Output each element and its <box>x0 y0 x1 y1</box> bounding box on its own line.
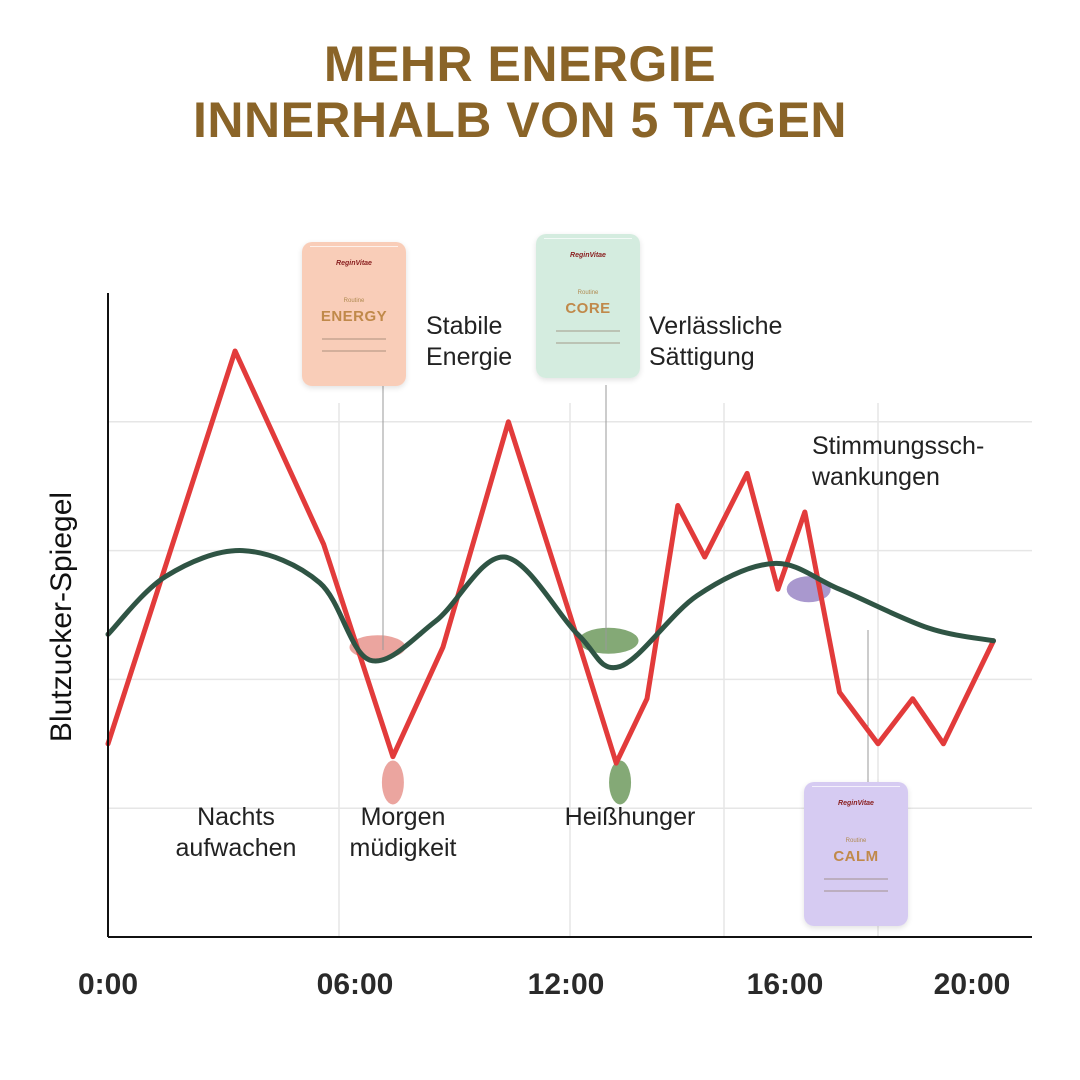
x-tick-label: 20:00 <box>933 968 1011 1001</box>
pouch-fine-print <box>824 878 888 892</box>
pouch-seal <box>310 246 398 253</box>
x-tick-label: 12:00 <box>527 968 605 1001</box>
product-pouch-energy: ReginVitae Routine ENERGY <box>302 242 406 386</box>
annotation-line: Stimmungssch- <box>812 432 985 460</box>
annotation-stabile-energie: Stabile Energie <box>426 311 512 373</box>
annotation-line: Sättigung <box>649 343 755 371</box>
dip-marker-blob <box>609 760 632 805</box>
annotation-heisshunger: Heißhunger <box>565 802 696 833</box>
pouch-brand-logo: ReginVitae <box>570 252 606 259</box>
annotation-line: Verlässliche <box>649 312 783 340</box>
x-tick-label: 16:00 <box>746 968 824 1001</box>
chart-title-line1: MEHR ENERGIE <box>323 36 717 92</box>
annotation-line: aufwachen <box>175 834 297 862</box>
annotation-nachts-aufwachen: Nachts aufwachen <box>176 802 297 864</box>
pouch-routine-label: Routine <box>845 838 867 844</box>
pouch-product-name: ENERGY <box>320 308 388 325</box>
pouch-product-name: CALM <box>833 848 879 865</box>
pouch-fine-print <box>322 338 386 352</box>
product-connector-lines <box>382 385 869 782</box>
product-pouch-core: ReginVitae Routine CORE <box>536 234 640 378</box>
series-line-stable <box>105 548 996 671</box>
pouch-routine-label: Routine <box>577 290 599 296</box>
annotation-verlaessliche-saettigung: Verlässliche Sättigung <box>649 311 782 373</box>
y-axis-label: Blutzucker-Spiegel <box>45 491 78 743</box>
chart-series <box>105 348 996 766</box>
pouch-brand-logo: ReginVitae <box>336 260 372 267</box>
pouch-seal <box>812 786 900 793</box>
x-tick-label: 06:00 <box>316 968 394 1001</box>
annotation-stimmungsschwankungen: Stimmungssch- wankungen <box>812 431 984 493</box>
product-pouch-calm: ReginVitae Routine CALM <box>804 782 908 926</box>
pouch-seal <box>544 238 632 245</box>
chart-title: MEHR ENERGIE INNERHALB VON 5 TAGEN <box>0 36 1040 148</box>
annotation-morgenmuedigkeit: Morgen müdigkeit <box>350 802 457 864</box>
chart-title-line2: INNERHALB VON 5 TAGEN <box>192 92 848 148</box>
annotation-line: Morgen <box>360 803 446 831</box>
dip-marker-blob <box>381 760 404 805</box>
annotation-line: müdigkeit <box>349 834 457 862</box>
annotation-line: Heißhunger <box>564 803 696 831</box>
annotation-line: Energie <box>426 343 513 371</box>
x-tick-label: 0:00 <box>77 968 139 1001</box>
chart-axes <box>107 293 1032 938</box>
pouch-routine-label: Routine <box>343 298 365 304</box>
dip-marker-blob <box>578 627 639 654</box>
series-line-fluctuating <box>105 348 996 766</box>
annotation-line: Nachts <box>197 803 275 831</box>
pouch-fine-print <box>556 330 620 344</box>
annotation-line: Stabile <box>426 312 503 340</box>
pouch-brand-logo: ReginVitae <box>838 800 874 807</box>
pouch-product-name: CORE <box>565 300 611 317</box>
annotation-line: wankungen <box>812 463 940 491</box>
